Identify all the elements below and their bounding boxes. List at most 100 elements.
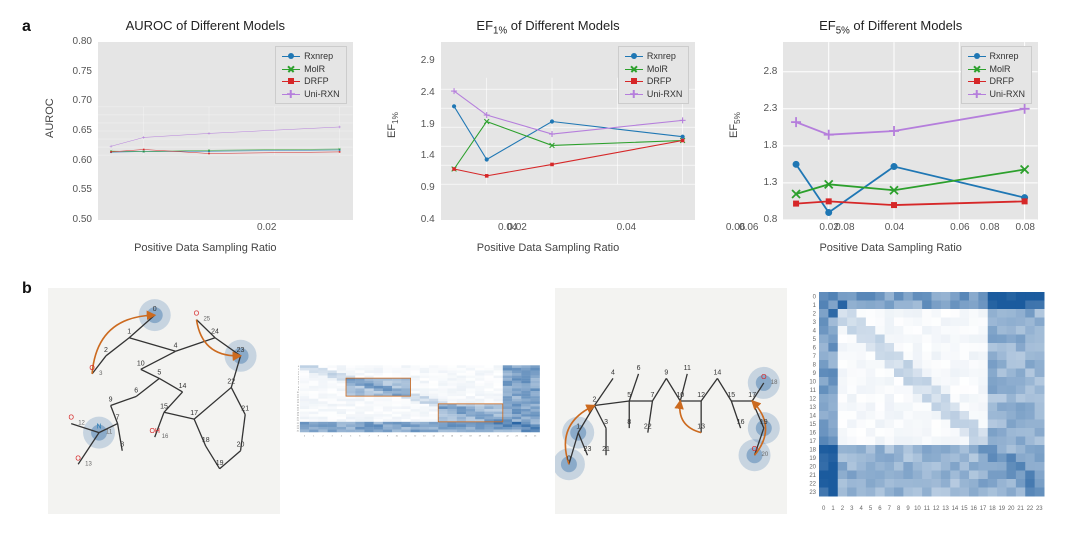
heatmap-pane-1: 0011223344556677889910101111121213131414… xyxy=(801,288,1048,514)
panel-a: AUROC of Different ModelsAUROCPositive D… xyxy=(48,18,1048,266)
legend-item-molr: MolR xyxy=(968,63,1026,76)
ytick-label: 0.4 xyxy=(401,214,435,225)
svg-text:24: 24 xyxy=(211,329,219,336)
legend-item-rxnrep: Rxnrep xyxy=(968,50,1026,63)
svg-text:2: 2 xyxy=(104,347,108,354)
svg-text:25: 25 xyxy=(297,430,299,432)
svg-text:21: 21 xyxy=(241,406,249,413)
svg-text:18: 18 xyxy=(989,506,996,512)
svg-text:11: 11 xyxy=(924,506,931,512)
legend-item-rxnrep: Rxnrep xyxy=(625,50,683,63)
svg-text:23: 23 xyxy=(516,436,518,438)
svg-text:16: 16 xyxy=(737,419,745,426)
legend-item-unirxn: Uni-RXN xyxy=(282,88,340,101)
svg-text:3: 3 xyxy=(332,436,333,438)
svg-text:O: O xyxy=(68,415,74,422)
svg-text:10: 10 xyxy=(914,506,921,512)
svg-text:8: 8 xyxy=(627,419,631,426)
svg-text:OH: OH xyxy=(149,428,160,435)
chart-xlabel: Positive Data Sampling Ratio xyxy=(48,242,363,254)
svg-text:23: 23 xyxy=(584,446,592,453)
svg-text:20: 20 xyxy=(809,464,816,470)
svg-text:10: 10 xyxy=(809,379,816,385)
svg-text:15: 15 xyxy=(160,403,168,410)
svg-text:22: 22 xyxy=(809,481,816,487)
svg-text:10: 10 xyxy=(297,392,300,394)
svg-text:12: 12 xyxy=(809,396,816,402)
svg-text:24: 24 xyxy=(297,428,300,430)
heatmap-pane-0: 0011223344556677889910101111121213131414… xyxy=(294,288,541,514)
svg-text:N: N xyxy=(97,424,102,431)
svg-text:0: 0 xyxy=(304,436,306,438)
ytick-label: 2.4 xyxy=(401,87,435,98)
svg-text:17: 17 xyxy=(980,506,987,512)
svg-text:14: 14 xyxy=(952,506,959,512)
svg-text:13: 13 xyxy=(297,400,299,402)
ytick-label: 0.50 xyxy=(58,214,92,225)
ytick-label: 0.70 xyxy=(58,95,92,106)
svg-text:1: 1 xyxy=(576,424,580,431)
svg-text:3: 3 xyxy=(813,320,817,326)
svg-text:18: 18 xyxy=(297,412,299,414)
svg-text:22: 22 xyxy=(1027,506,1034,512)
svg-text:7: 7 xyxy=(813,354,817,360)
svg-text:9: 9 xyxy=(813,371,817,377)
svg-text:9: 9 xyxy=(906,506,910,512)
legend-item-unirxn: Uni-RXN xyxy=(625,88,683,101)
svg-text:4: 4 xyxy=(174,342,178,349)
svg-text:4: 4 xyxy=(341,436,343,438)
ytick-label: 0.55 xyxy=(58,184,92,195)
svg-text:12: 12 xyxy=(78,421,85,427)
ytick-label: 2.9 xyxy=(401,55,435,66)
svg-text:10: 10 xyxy=(676,392,684,399)
chart-title: AUROC of Different Models xyxy=(48,18,363,33)
ytick-label: 0.80 xyxy=(58,36,92,47)
legend-item-drfp: DRFP xyxy=(625,75,683,88)
svg-text:19: 19 xyxy=(479,436,481,438)
svg-text:17: 17 xyxy=(748,392,756,399)
svg-text:18: 18 xyxy=(469,436,471,438)
svg-text:8: 8 xyxy=(813,362,817,368)
svg-text:O: O xyxy=(194,311,200,318)
svg-text:22: 22 xyxy=(297,423,299,425)
svg-text:5: 5 xyxy=(869,506,873,512)
svg-text:19: 19 xyxy=(998,506,1005,512)
xtick-label: 0.04 xyxy=(880,222,908,233)
chart-xlabel: Positive Data Sampling Ratio xyxy=(733,242,1048,254)
svg-text:16: 16 xyxy=(162,434,169,440)
svg-text:24: 24 xyxy=(525,436,528,438)
svg-text:14: 14 xyxy=(433,436,436,438)
svg-text:O: O xyxy=(75,455,81,462)
svg-text:16: 16 xyxy=(809,430,816,436)
svg-text:14: 14 xyxy=(809,413,816,419)
figure-root: a b AUROC of Different ModelsAUROCPositi… xyxy=(0,0,1080,550)
svg-text:22: 22 xyxy=(644,424,652,431)
svg-text:8: 8 xyxy=(298,387,299,389)
ytick-label: 0.75 xyxy=(58,66,92,77)
svg-text:5: 5 xyxy=(813,337,817,343)
svg-text:8: 8 xyxy=(378,436,379,438)
svg-text:19: 19 xyxy=(297,415,299,417)
svg-text:25: 25 xyxy=(534,436,536,438)
svg-text:9: 9 xyxy=(298,389,299,391)
svg-text:0: 0 xyxy=(567,455,571,462)
svg-text:6: 6 xyxy=(637,365,641,372)
svg-text:0: 0 xyxy=(298,366,300,368)
svg-text:16: 16 xyxy=(970,506,977,512)
svg-text:9: 9 xyxy=(387,436,388,438)
ytick-label: 0.65 xyxy=(58,125,92,136)
svg-text:5: 5 xyxy=(627,392,631,399)
svg-text:14: 14 xyxy=(297,402,300,404)
svg-text:5: 5 xyxy=(157,369,161,376)
svg-text:13: 13 xyxy=(809,405,816,411)
svg-text:2: 2 xyxy=(841,506,845,512)
svg-text:7: 7 xyxy=(369,436,370,438)
svg-text:20: 20 xyxy=(488,436,491,438)
svg-text:15: 15 xyxy=(442,436,444,438)
ytick-label: 0.8 xyxy=(743,214,777,225)
svg-text:23: 23 xyxy=(809,490,816,496)
panel-b-label: b xyxy=(22,280,32,298)
svg-text:O: O xyxy=(89,365,95,372)
molecule-pane-1: 01234567891011121314151617O1819O20212223 xyxy=(555,288,787,514)
legend-item-drfp: DRFP xyxy=(282,75,340,88)
